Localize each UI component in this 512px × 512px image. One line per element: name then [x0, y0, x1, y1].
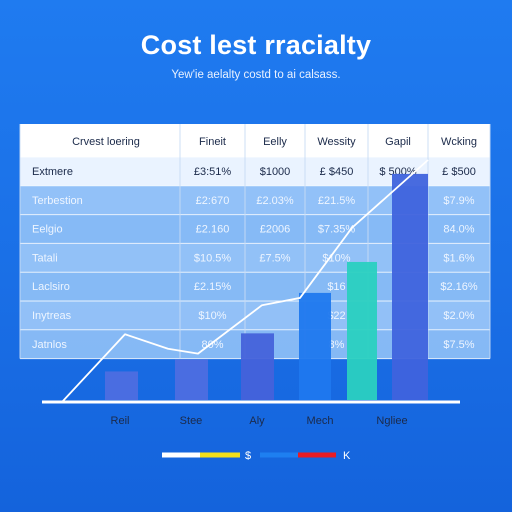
table-row-label: Terbestion	[32, 195, 83, 207]
table-cell: £2006	[260, 224, 291, 236]
table-column-header: Eelly	[263, 136, 287, 148]
table-cell: $2.16%	[440, 281, 478, 293]
table-cell: $10%	[322, 252, 350, 264]
x-tick-label: Ngliee	[376, 415, 407, 427]
table-column-header: Fineit	[199, 136, 226, 148]
table-cell: $10.5%	[194, 252, 232, 264]
x-tick-label: Stee	[180, 415, 203, 427]
table-header-row	[20, 124, 490, 157]
table-cell: $2.0%	[443, 310, 474, 322]
bar	[175, 359, 208, 400]
page-title: Cost lest rracialty	[140, 30, 372, 60]
table-cell: $10%	[198, 310, 226, 322]
bar	[241, 333, 274, 400]
bar	[105, 371, 138, 400]
table-column-header: Wessity	[317, 136, 356, 148]
bar	[347, 261, 377, 400]
table-cell: $1.6%	[443, 252, 474, 264]
table-row-label: Inytreas	[32, 310, 72, 322]
table-column-header: Gapil	[385, 136, 411, 148]
table-cell: 84.0%	[443, 224, 474, 236]
x-tick-label: Mech	[307, 415, 334, 427]
legend-swatch	[162, 452, 200, 458]
table-row-label: Laclsiro	[32, 281, 70, 293]
table-cell: $22	[327, 310, 345, 322]
table-cell: £2.15%	[194, 281, 232, 293]
table-cell: £7.5%	[259, 252, 290, 264]
table-column-header: Wcking	[441, 136, 477, 148]
bar	[392, 173, 428, 400]
table-cell: £2.160	[196, 224, 230, 236]
table-row-label: Tatali	[32, 252, 58, 264]
page-subtitle: Yew'ie aelalty costd to ai calsass.	[171, 69, 341, 81]
table-cell: £21.5%	[318, 195, 356, 207]
legend-label: $	[245, 450, 251, 462]
table-cell: £2.03%	[256, 195, 294, 207]
table-column-header: Crvest loering	[72, 136, 140, 148]
legend-swatch	[298, 452, 336, 458]
table-cell: $7.35%	[318, 224, 356, 236]
table-cell: £ $450	[320, 166, 354, 178]
legend-label: K	[343, 450, 351, 462]
legend-swatch	[200, 452, 240, 458]
table-cell: £3:51%	[194, 166, 232, 178]
table-cell: $16	[327, 281, 345, 293]
legend-swatch	[260, 452, 298, 458]
x-tick-label: Reil	[111, 415, 130, 427]
table-row-label: Extmere	[32, 166, 73, 178]
table-cell: $7.9%	[443, 195, 474, 207]
table-row-label: Eelgio	[32, 224, 63, 236]
table-cell: £2:670	[196, 195, 230, 207]
table-cell: $7.5%	[443, 339, 474, 351]
table-cell: $1000	[260, 166, 291, 178]
table-cell: 8%	[329, 339, 345, 351]
table-row-label: Jatnlos	[32, 339, 67, 351]
x-tick-label: Aly	[249, 415, 265, 427]
trend-line	[61, 159, 429, 403]
table-cell: £ $500	[442, 166, 476, 178]
bar	[299, 292, 331, 400]
